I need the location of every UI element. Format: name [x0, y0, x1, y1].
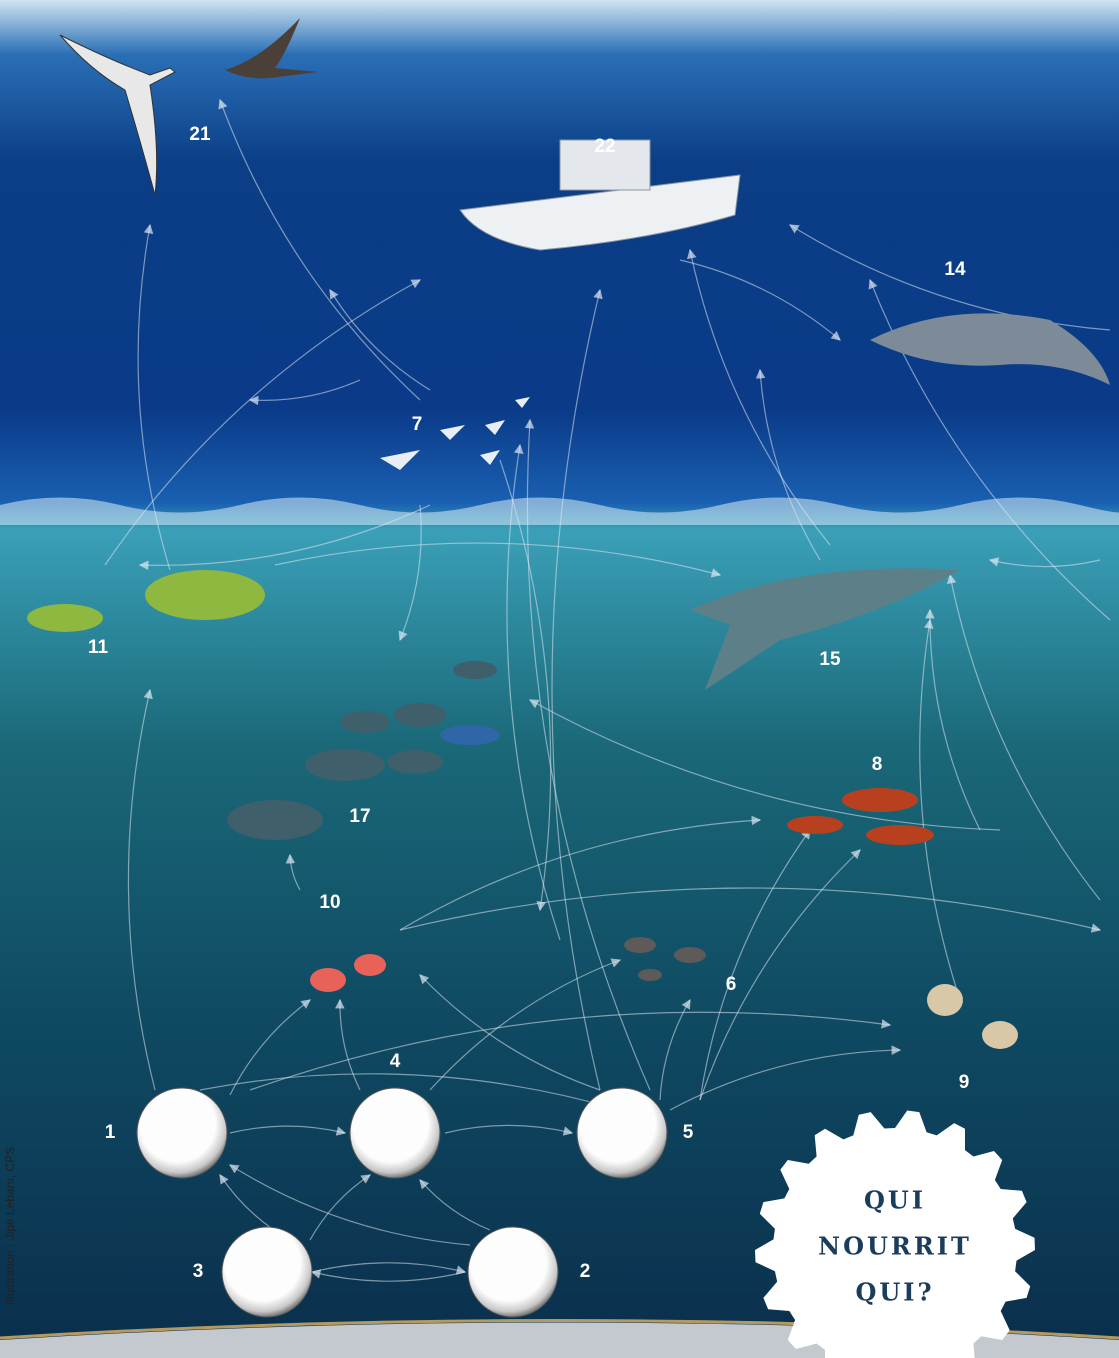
tuna — [227, 800, 323, 840]
tuna — [453, 661, 497, 679]
dorado-small — [27, 604, 103, 632]
title-line: NOURRIT — [818, 1232, 972, 1261]
node-label: 9 — [959, 1072, 970, 1093]
node-label: 11 — [88, 637, 109, 658]
node-label: 6 — [726, 974, 737, 995]
small-fish — [674, 947, 706, 963]
node-label: 7 — [412, 414, 423, 435]
dish — [137, 1088, 227, 1178]
shrimp — [310, 968, 346, 992]
small-fish — [638, 969, 662, 981]
tuna — [387, 750, 443, 774]
node-label: 4 — [390, 1051, 401, 1072]
node-label: 21 — [189, 124, 211, 145]
dish — [222, 1227, 312, 1317]
credit: Illustration : Jipé Lebars, CPS — [3, 1147, 17, 1305]
tuna — [440, 725, 500, 745]
dish — [577, 1088, 667, 1178]
squid — [866, 825, 934, 845]
dorado — [145, 570, 265, 620]
tuna — [340, 711, 390, 733]
node-label: 2 — [580, 1261, 591, 1282]
dish — [468, 1227, 558, 1317]
shrimp — [354, 954, 386, 976]
food-web: QUI NOURRIT QUI? Illustration : Jipé Leb… — [0, 0, 1119, 1358]
node-label: 3 — [193, 1261, 204, 1282]
jellyfish — [982, 1021, 1018, 1049]
small-fish — [624, 937, 656, 953]
node-label: 15 — [819, 649, 841, 670]
dish — [350, 1088, 440, 1178]
node-label: 10 — [319, 892, 340, 913]
node-label: 17 — [349, 806, 370, 827]
squid — [787, 816, 843, 834]
node-label: 5 — [683, 1122, 694, 1143]
title-line: QUI? — [855, 1278, 934, 1307]
squid — [842, 788, 918, 812]
node-label: 22 — [594, 136, 615, 157]
title-line: QUI — [864, 1186, 926, 1215]
tuna — [305, 749, 385, 781]
tuna — [394, 703, 446, 727]
jellyfish — [927, 984, 963, 1016]
node-label: 8 — [872, 754, 883, 775]
node-label: 14 — [944, 259, 966, 280]
node-label: 1 — [105, 1122, 116, 1143]
